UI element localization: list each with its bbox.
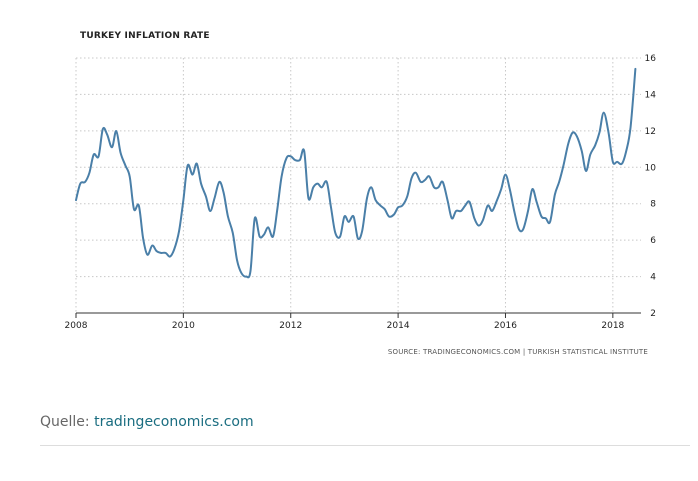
x-tick-label: 2014: [387, 321, 410, 331]
divider: [40, 445, 690, 446]
caption: Quelle: tradingeconomics.com: [40, 414, 254, 430]
chart-title: TURKEY INFLATION RATE: [80, 31, 210, 41]
y-tick-label: 8: [650, 200, 656, 210]
chart-svg: TURKEY INFLATION RATE 2 4 6 8 10 12 14 16 2008 20…: [65, 31, 657, 356]
y-tick-label: 4: [650, 273, 656, 283]
source-link[interactable]: tradingeconomics.com: [94, 414, 254, 430]
chart-source: SOURCE: TRADINGECONOMICS.COM | TURKISH S…: [388, 348, 648, 356]
series-line: [75, 67, 637, 279]
x-tick-label: 2010: [172, 321, 195, 331]
x-tick-label: 2016: [494, 321, 517, 331]
series-layer: [75, 67, 637, 279]
y-tick-label: 12: [645, 127, 656, 137]
y-tick-label: 14: [645, 90, 657, 100]
x-tick-label: 2008: [65, 321, 88, 331]
y-tick-label: 6: [650, 236, 656, 246]
x-tick-label: 2018: [601, 321, 624, 331]
grid: [75, 57, 641, 313]
y-tick-label: 2: [650, 309, 656, 319]
y-tick-label: 10: [645, 163, 657, 173]
chart: TURKEY INFLATION RATE 2 4 6 8 10 12 14 16 2008 20…: [65, 31, 657, 356]
caption-prefix: Quelle:: [40, 414, 95, 430]
x-tick-label: 2012: [279, 321, 302, 331]
y-tick-label: 16: [645, 54, 657, 64]
axes: 2 4 6 8 10 12 14 16 2008 2010 2012 2014 2016 2018: [65, 54, 657, 331]
